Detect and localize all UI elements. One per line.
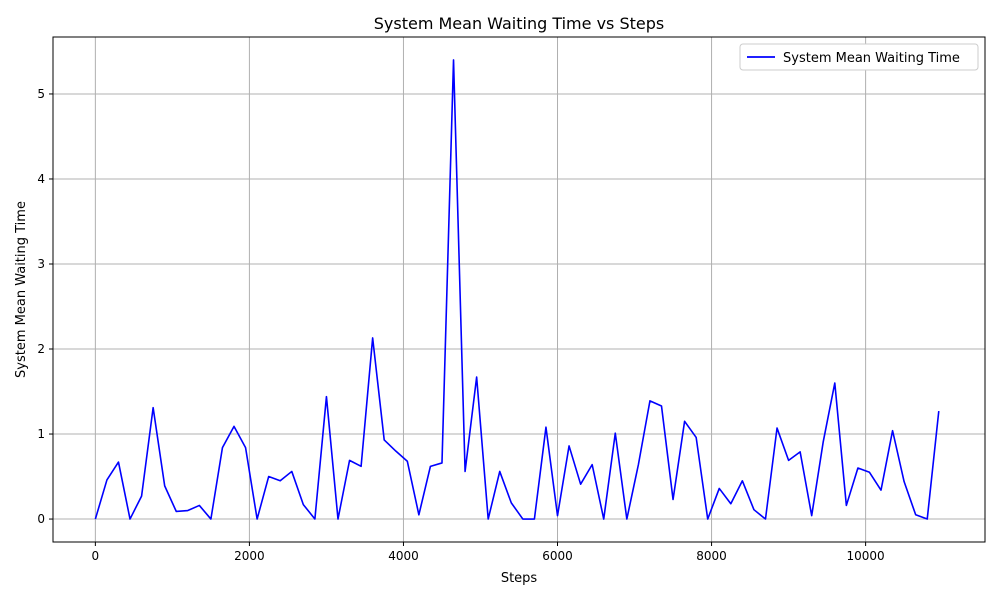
x-tick-label: 6000 (542, 549, 573, 563)
plot-frame (52, 36, 986, 543)
y-tick-label: 1 (37, 427, 45, 441)
y-tick-label: 4 (37, 172, 45, 186)
x-tick-label: 10000 (847, 549, 885, 563)
y-tick-label: 0 (37, 512, 45, 526)
y-tick-label: 3 (37, 257, 45, 271)
y-tick-label: 5 (37, 87, 45, 101)
chart-title: System Mean Waiting Time vs Steps (374, 14, 664, 33)
x-tick-label: 4000 (388, 549, 419, 563)
x-tick-label: 0 (92, 549, 100, 563)
x-axis-title: Steps (501, 571, 538, 586)
y-tick-label: 2 (37, 342, 45, 356)
series-layer (94, 59, 940, 520)
grid-layer (53, 37, 985, 542)
legend-label: System Mean Waiting Time (783, 51, 960, 66)
legend: System Mean Waiting Time (739, 43, 979, 71)
x-tick-label: 8000 (696, 549, 727, 563)
tick-layer: 0 2000 4000 6000 8000 10000 0 1 2 3 4 5 (37, 87, 884, 563)
y-axis-title: System Mean Waiting Time (14, 201, 29, 378)
series-line (94, 59, 940, 520)
legend-box (739, 43, 979, 71)
x-tick-label: 2000 (234, 549, 265, 563)
